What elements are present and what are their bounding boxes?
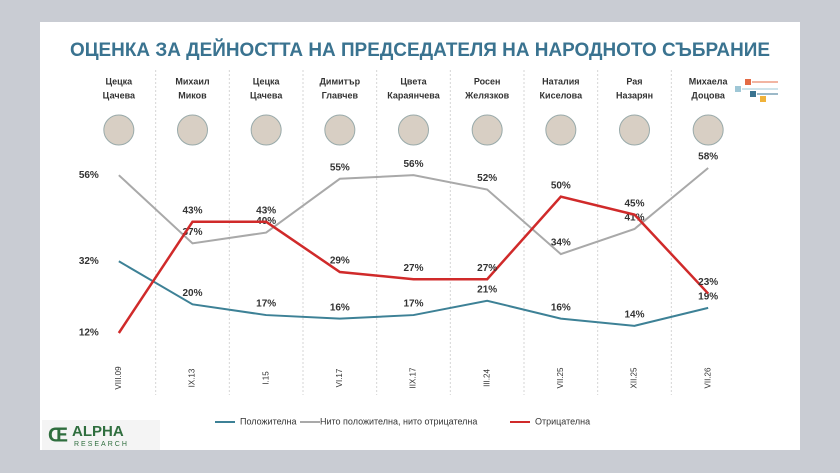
data-label: 20%: [182, 288, 202, 299]
speaker-photo: [177, 114, 208, 146]
x-tick-label: VI.17: [335, 368, 344, 387]
legend-label: Отрицателна: [535, 416, 590, 426]
data-label: 23%: [698, 277, 718, 288]
x-tick-label: VII.25: [556, 367, 565, 388]
data-label: 52%: [477, 173, 497, 184]
series-line: [117, 195, 710, 334]
speaker-name: Цецка: [253, 76, 281, 86]
series-line: [118, 260, 709, 327]
data-label: 43%: [256, 205, 276, 216]
data-label: 16%: [551, 302, 571, 313]
speaker-name: Доцова: [691, 90, 725, 100]
speaker-name: Желязков: [464, 90, 509, 100]
speaker-name: Наталия: [542, 76, 579, 86]
speaker-name: Миков: [178, 90, 207, 100]
data-label: 45%: [624, 198, 644, 209]
data-label: 19%: [698, 292, 718, 303]
speaker-photo: [545, 114, 577, 146]
logo-sub: RESEARCH: [74, 441, 129, 448]
data-label: 17%: [256, 299, 276, 310]
data-label: 58%: [698, 152, 718, 163]
series-line: [118, 167, 709, 256]
data-label: 56%: [403, 159, 423, 170]
data-label: 21%: [477, 284, 497, 295]
data-label: 27%: [403, 263, 423, 274]
speaker-name: Киселова: [540, 90, 584, 100]
speaker-name: Главчев: [322, 90, 359, 100]
speaker-name: Цачева: [103, 90, 136, 100]
panel: [40, 22, 800, 450]
x-tick-label: VII.26: [703, 367, 712, 388]
legend-label: Положителна: [240, 416, 297, 426]
logo: Œ ALPHA RESEARCH: [42, 420, 160, 450]
logo-icon: Œ: [48, 424, 68, 446]
data-label: 16%: [330, 302, 350, 313]
data-label: 32%: [79, 256, 99, 267]
x-tick-label: XII.25: [630, 367, 639, 388]
decoration: [735, 79, 778, 102]
data-label: 29%: [330, 256, 350, 267]
speaker-name: Рая: [626, 76, 642, 86]
speaker-photo: [398, 114, 429, 146]
legend-label: Нито положителна, нито отрицателна: [320, 416, 477, 426]
x-tick-label: IIX.17: [409, 367, 418, 388]
speaker-photo: [103, 114, 135, 146]
speaker-name: Цачева: [250, 90, 283, 100]
data-label: 34%: [551, 238, 571, 249]
speaker-name: Назарян: [616, 90, 653, 100]
data-label: 27%: [477, 263, 497, 274]
speaker-photo: [250, 114, 282, 146]
x-tick-label: I.15: [261, 371, 270, 385]
data-label: 14%: [624, 309, 644, 320]
x-tick-label: VIII.09: [114, 366, 123, 390]
data-label: 43%: [182, 205, 202, 216]
x-tick-label: III.24: [482, 369, 491, 387]
speaker-name: Михаела: [689, 76, 729, 86]
speaker-photo: [471, 114, 503, 146]
speaker-photo: [619, 114, 650, 146]
speaker-name: Димитър: [320, 76, 361, 86]
data-label: 50%: [551, 180, 571, 191]
data-label: 55%: [330, 162, 350, 173]
chart-title: ОЦЕНКА ЗА ДЕЙНОСТТА НА ПРЕДСЕДАТЕЛЯ НА Н…: [70, 39, 770, 61]
speaker-name: Росен: [474, 76, 501, 86]
logo-name: ALPHA: [72, 423, 124, 440]
speaker-name: Цецка: [105, 76, 133, 86]
data-label: 37%: [182, 227, 202, 238]
speaker-photo: [324, 114, 356, 146]
speaker-photo: [692, 114, 724, 146]
data-label: 17%: [403, 299, 423, 310]
x-tick-label: IX.13: [188, 368, 197, 387]
speaker-name: Караянчева: [387, 90, 440, 100]
data-label: 12%: [79, 328, 99, 339]
speaker-name: Цвета: [400, 76, 427, 86]
speaker-name: Михаил: [175, 76, 210, 86]
data-label: 41%: [624, 213, 644, 224]
data-label: 56%: [79, 170, 99, 181]
